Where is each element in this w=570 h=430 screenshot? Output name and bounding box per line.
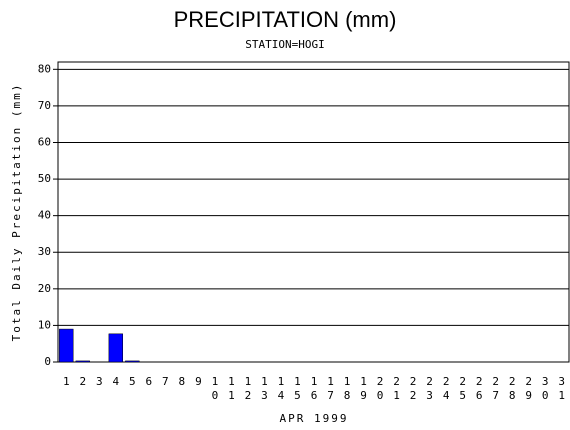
y-tick-label: 50 xyxy=(38,172,51,185)
x-tick-label: 4 xyxy=(112,375,119,388)
bar xyxy=(75,360,90,363)
x-tick-label: 8 xyxy=(179,375,186,388)
y-tick-label: 0 xyxy=(44,355,51,368)
y-tick-label: 40 xyxy=(38,209,51,222)
x-tick-label: 6 xyxy=(146,375,153,388)
y-tick-label: 70 xyxy=(38,99,51,112)
bar xyxy=(59,328,74,363)
y-tick-label: 60 xyxy=(38,135,51,148)
bar xyxy=(125,360,140,363)
y-tick-label: 10 xyxy=(38,318,51,331)
y-tick-label: 80 xyxy=(38,62,51,75)
chart-subtitle: STATION=HOGI xyxy=(245,38,324,51)
y-tick-label: 30 xyxy=(38,245,51,258)
y-axis-label: Total Daily Precipitation (mm) xyxy=(10,83,23,342)
x-tick-label: 1 xyxy=(63,375,70,388)
x-tick-label: 5 xyxy=(129,375,136,388)
x-tick-label: 7 xyxy=(162,375,169,388)
x-axis-label: APR 1999 xyxy=(280,412,349,425)
x-tick-label: 3 xyxy=(96,375,103,388)
plot-frame xyxy=(57,61,570,363)
bar xyxy=(108,333,123,363)
chart-title: PRECIPITATION (mm) xyxy=(174,7,397,32)
x-tick-label: 2 xyxy=(79,375,86,388)
x-tick-label: 9 xyxy=(195,375,202,388)
y-tick-label: 20 xyxy=(38,282,51,295)
